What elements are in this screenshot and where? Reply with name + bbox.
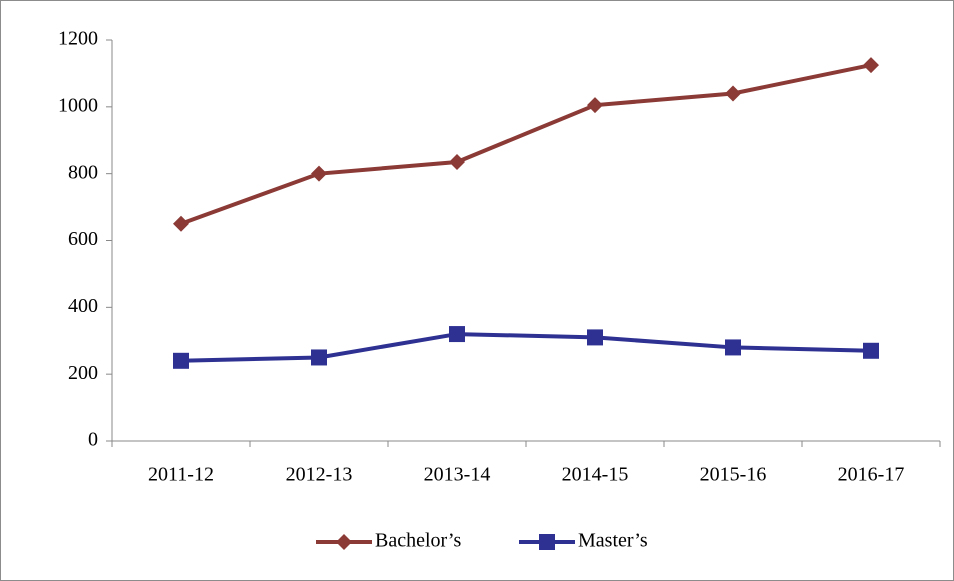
data-point xyxy=(587,329,603,346)
series-line xyxy=(180,332,872,363)
data-point xyxy=(725,339,741,356)
data-point xyxy=(587,97,603,114)
x-tick-label: 2015-16 xyxy=(700,464,767,486)
x-tick-label: 2014-15 xyxy=(562,464,629,486)
y-tick-label: 400 xyxy=(68,295,98,317)
data-point xyxy=(449,326,465,343)
x-tick-label: 2012-13 xyxy=(286,464,353,486)
data-point xyxy=(173,352,189,369)
data-point xyxy=(311,165,327,182)
y-tick-label: 200 xyxy=(68,362,98,384)
data-point xyxy=(863,57,879,74)
legend-label: Master’s xyxy=(578,530,648,552)
data-point xyxy=(311,349,327,366)
legend-marker xyxy=(539,534,555,550)
x-tick-label: 2013-14 xyxy=(424,464,491,486)
data-point xyxy=(863,342,879,359)
data-point xyxy=(173,215,189,232)
data-point xyxy=(725,85,741,102)
x-tick-label: 2016-17 xyxy=(838,464,905,486)
y-tick-label: 1200 xyxy=(58,28,98,50)
y-tick-label: 800 xyxy=(68,161,98,183)
y-tick-label: 1000 xyxy=(58,94,98,116)
legend-marker xyxy=(336,534,352,550)
data-point xyxy=(449,153,465,170)
series-line xyxy=(180,63,872,226)
x-tick-label: 2011-12 xyxy=(148,464,214,486)
y-tick-label: 0 xyxy=(88,429,98,451)
legend-label: Bachelor’s xyxy=(375,530,461,552)
y-tick-label: 600 xyxy=(68,228,98,250)
